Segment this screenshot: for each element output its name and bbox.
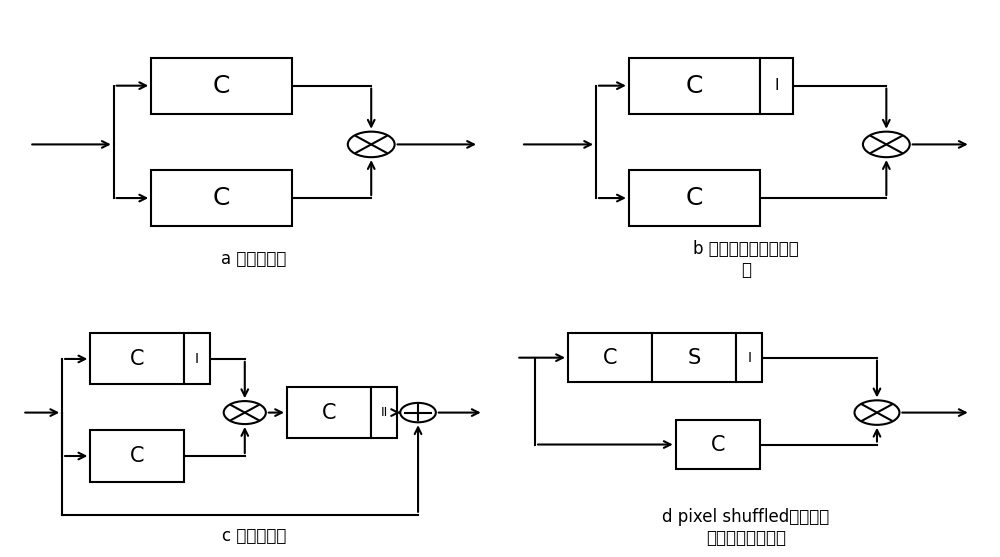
Bar: [90, 431, 184, 482]
Text: II: II: [380, 406, 388, 419]
Bar: [629, 170, 760, 226]
Text: d pixel shuffled后的实例
归一化门控卷积块: d pixel shuffled后的实例 归一化门控卷积块: [662, 508, 829, 547]
Bar: [90, 334, 184, 384]
Text: I: I: [195, 352, 199, 366]
Text: C: C: [322, 403, 336, 423]
Text: C: C: [130, 349, 144, 369]
Circle shape: [224, 401, 266, 424]
Bar: [652, 334, 736, 382]
Text: C: C: [686, 186, 703, 210]
Text: b 实例归一化门控卷积
块: b 实例归一化门控卷积 块: [693, 240, 799, 278]
Bar: [736, 334, 762, 382]
Text: C: C: [130, 446, 144, 466]
Bar: [184, 334, 210, 384]
Text: S: S: [688, 348, 701, 368]
Bar: [760, 57, 793, 114]
Text: C: C: [686, 74, 703, 97]
Text: C: C: [603, 348, 617, 368]
Text: C: C: [711, 434, 725, 455]
Text: c 残差卷积块: c 残差卷积块: [222, 527, 286, 545]
Circle shape: [348, 131, 395, 157]
Bar: [676, 420, 760, 469]
Circle shape: [400, 403, 436, 422]
Circle shape: [854, 400, 899, 425]
Circle shape: [863, 131, 910, 157]
Bar: [151, 57, 292, 114]
Text: I: I: [774, 78, 779, 93]
Bar: [287, 387, 371, 438]
Bar: [371, 387, 397, 438]
Text: I: I: [747, 351, 751, 365]
Bar: [151, 170, 292, 226]
Bar: [629, 57, 760, 114]
Bar: [568, 334, 652, 382]
Text: C: C: [213, 186, 230, 210]
Text: C: C: [213, 74, 230, 97]
Text: a 门控卷积块: a 门控卷积块: [221, 250, 287, 268]
